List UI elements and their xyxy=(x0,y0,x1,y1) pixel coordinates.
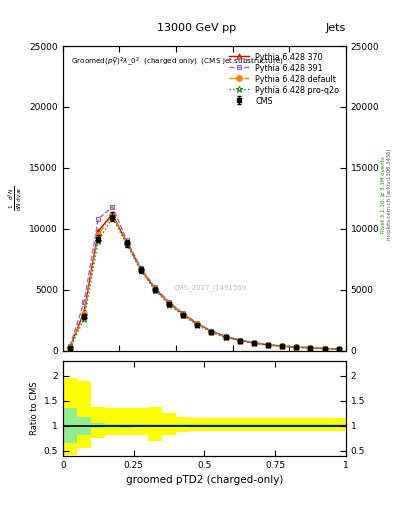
Text: Groomed$(p_T^D)^2\lambda\_0^2$  (charged only)  (CMS jet substructure): Groomed$(p_T^D)^2\lambda\_0^2$ (charged … xyxy=(72,55,284,69)
Pythia 6.428 pro-q2o xyxy=(138,267,143,273)
Pythia 6.428 370 xyxy=(266,342,270,348)
Pythia 6.428 default xyxy=(68,345,72,351)
Pythia 6.428 pro-q2o xyxy=(336,346,341,352)
Pythia 6.428 pro-q2o xyxy=(237,338,242,344)
Pythia 6.428 default xyxy=(308,345,313,351)
Pythia 6.428 391 xyxy=(68,343,72,349)
Pythia 6.428 370 xyxy=(167,300,171,306)
Pythia 6.428 391 xyxy=(124,237,129,243)
Pythia 6.428 370 xyxy=(223,333,228,339)
Text: mcplots.cern.ch [arXiv:1306.3436]: mcplots.cern.ch [arXiv:1306.3436] xyxy=(387,149,391,240)
Pythia 6.428 pro-q2o xyxy=(195,322,200,328)
Pythia 6.428 370 xyxy=(308,345,313,351)
Pythia 6.428 391 xyxy=(308,345,313,351)
Pythia 6.428 391 xyxy=(223,333,228,339)
Pythia 6.428 370 xyxy=(152,285,157,291)
Text: 13000 GeV pp: 13000 GeV pp xyxy=(157,23,236,33)
Pythia 6.428 370 xyxy=(294,344,299,350)
Pythia 6.428 370 xyxy=(322,346,327,352)
Pythia 6.428 default xyxy=(280,343,285,349)
Pythia 6.428 391 xyxy=(280,343,285,349)
Line: Pythia 6.428 pro-q2o: Pythia 6.428 pro-q2o xyxy=(66,215,342,353)
Pythia 6.428 391 xyxy=(266,342,270,348)
Pythia 6.428 default xyxy=(124,240,129,246)
Pythia 6.428 370 xyxy=(280,343,285,349)
Pythia 6.428 default xyxy=(181,311,185,317)
Pythia 6.428 391 xyxy=(209,328,214,334)
Pythia 6.428 370 xyxy=(209,328,214,334)
Pythia 6.428 391 xyxy=(237,337,242,343)
Pythia 6.428 default xyxy=(167,301,171,307)
Pythia 6.428 pro-q2o xyxy=(294,344,299,350)
Pythia 6.428 default xyxy=(266,342,270,348)
Pythia 6.428 pro-q2o xyxy=(266,342,270,348)
Pythia 6.428 default xyxy=(294,344,299,350)
Pythia 6.428 391 xyxy=(294,344,299,350)
Pythia 6.428 default xyxy=(152,286,157,292)
Pythia 6.428 default xyxy=(223,334,228,340)
Pythia 6.428 pro-q2o xyxy=(322,346,327,352)
Pythia 6.428 370 xyxy=(68,345,72,351)
Pythia 6.428 370 xyxy=(195,321,200,327)
Pythia 6.428 391 xyxy=(252,339,256,346)
Pythia 6.428 pro-q2o xyxy=(96,238,101,244)
Pythia 6.428 default xyxy=(110,212,115,219)
Pythia 6.428 default xyxy=(322,346,327,352)
Pythia 6.428 pro-q2o xyxy=(110,215,115,221)
Pythia 6.428 391 xyxy=(167,299,171,305)
Pythia 6.428 370 xyxy=(138,266,143,272)
Pythia 6.428 default xyxy=(138,266,143,272)
Pythia 6.428 pro-q2o xyxy=(68,345,72,351)
Pythia 6.428 pro-q2o xyxy=(152,287,157,293)
Line: Pythia 6.428 391: Pythia 6.428 391 xyxy=(68,204,341,351)
Pythia 6.428 pro-q2o xyxy=(209,329,214,335)
Line: Pythia 6.428 370: Pythia 6.428 370 xyxy=(68,212,341,351)
Text: Rivet 3.1.10, ≥ 3.1M events: Rivet 3.1.10, ≥ 3.1M events xyxy=(381,156,386,233)
Pythia 6.428 391 xyxy=(152,284,157,290)
Pythia 6.428 391 xyxy=(96,216,101,222)
Pythia 6.428 370 xyxy=(82,309,86,315)
Pythia 6.428 370 xyxy=(336,346,341,352)
Pythia 6.428 pro-q2o xyxy=(124,241,129,247)
Pythia 6.428 391 xyxy=(82,299,86,305)
Pythia 6.428 pro-q2o xyxy=(308,345,313,351)
Pythia 6.428 391 xyxy=(322,346,327,352)
Pythia 6.428 default xyxy=(82,311,86,317)
Pythia 6.428 370 xyxy=(110,211,115,217)
Pythia 6.428 pro-q2o xyxy=(82,316,86,322)
Pythia 6.428 391 xyxy=(110,204,115,210)
Pythia 6.428 default xyxy=(209,329,214,335)
Pythia 6.428 370 xyxy=(181,311,185,317)
Pythia 6.428 pro-q2o xyxy=(252,340,256,347)
Pythia 6.428 391 xyxy=(181,310,185,316)
X-axis label: groomed pTD2 (charged-only): groomed pTD2 (charged-only) xyxy=(126,475,283,485)
Pythia 6.428 370 xyxy=(124,239,129,245)
Pythia 6.428 default xyxy=(96,232,101,238)
Pythia 6.428 370 xyxy=(237,337,242,343)
Pythia 6.428 391 xyxy=(336,346,341,352)
Y-axis label: Ratio to CMS: Ratio to CMS xyxy=(31,381,39,435)
Pythia 6.428 pro-q2o xyxy=(223,334,228,340)
Pythia 6.428 default xyxy=(237,337,242,344)
Pythia 6.428 default xyxy=(336,346,341,352)
Pythia 6.428 370 xyxy=(96,228,101,234)
Pythia 6.428 370 xyxy=(252,340,256,346)
Legend: Pythia 6.428 370, Pythia 6.428 391, Pythia 6.428 default, Pythia 6.428 pro-q2o, : Pythia 6.428 370, Pythia 6.428 391, Pyth… xyxy=(226,50,342,108)
Pythia 6.428 pro-q2o xyxy=(181,312,185,318)
Pythia 6.428 391 xyxy=(195,320,200,326)
Pythia 6.428 pro-q2o xyxy=(280,344,285,350)
Text: Jets: Jets xyxy=(325,23,346,33)
Y-axis label: $\frac{1}{\mathrm{d}N}\frac{\mathrm{d}^2 N}{\mathrm{d}\,\mathrm{var}}$: $\frac{1}{\mathrm{d}N}\frac{\mathrm{d}^2… xyxy=(6,186,24,211)
Line: Pythia 6.428 default: Pythia 6.428 default xyxy=(67,212,342,352)
Text: CMS_2017_I1491509: CMS_2017_I1491509 xyxy=(173,285,247,291)
Pythia 6.428 default xyxy=(252,340,256,346)
Pythia 6.428 391 xyxy=(138,265,143,271)
Pythia 6.428 pro-q2o xyxy=(167,302,171,308)
Pythia 6.428 default xyxy=(195,322,200,328)
